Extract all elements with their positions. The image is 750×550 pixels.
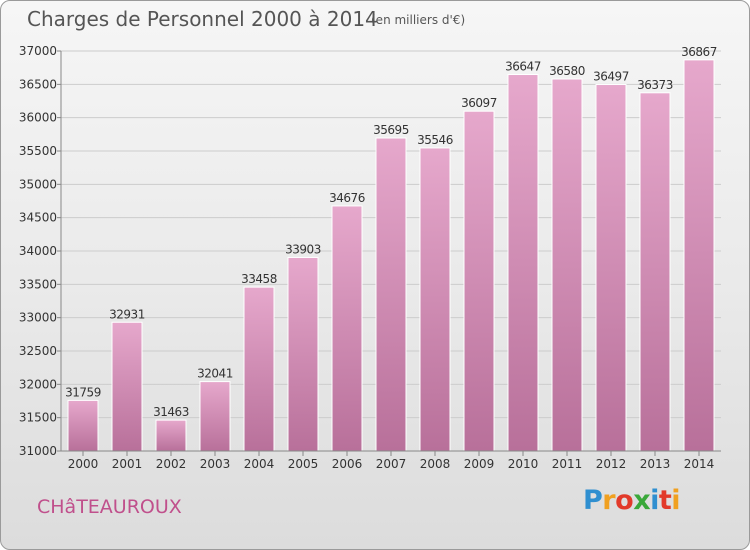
logo-letter: x xyxy=(633,485,651,516)
bar xyxy=(111,321,143,452)
x-tick-label: 2011 xyxy=(552,457,583,471)
x-tick-label: 2005 xyxy=(288,457,319,471)
data-labels: 31759 32931 31463 32041 33458 33903 34676 35695… xyxy=(65,45,717,419)
logo-letter: P xyxy=(583,485,603,516)
data-label: 31759 xyxy=(65,385,101,399)
data-label: 33458 xyxy=(241,272,277,286)
x-tick-label: 2002 xyxy=(156,457,187,471)
x-tick-label: 2003 xyxy=(200,457,231,471)
x-tick-label: 2012 xyxy=(596,457,627,471)
data-label: 36497 xyxy=(593,70,629,84)
bar xyxy=(67,399,99,452)
data-label: 36867 xyxy=(681,45,717,59)
bar xyxy=(463,110,495,452)
x-tick-label: 2014 xyxy=(684,457,715,471)
bar xyxy=(331,205,363,452)
y-tick-label: 33000 xyxy=(19,311,57,325)
data-label: 36097 xyxy=(461,96,497,110)
bar xyxy=(595,84,627,452)
bar xyxy=(419,147,451,452)
data-label: 35695 xyxy=(373,123,409,137)
x-tick-label: 2007 xyxy=(376,457,407,471)
logo-letter: i xyxy=(671,485,681,516)
y-tick-label: 36500 xyxy=(19,77,57,91)
y-tick-label: 33500 xyxy=(19,277,57,291)
data-label: 32041 xyxy=(197,367,233,381)
x-tick-label: 2006 xyxy=(332,457,363,471)
x-axis-ticks: 2000 2001 2002 2003 2004 2005 2006 2007 2008 2009… xyxy=(68,451,715,471)
data-label: 36373 xyxy=(637,78,673,92)
y-tick-label: 36000 xyxy=(19,111,57,125)
y-tick-label: 31000 xyxy=(19,444,57,458)
city-name: CHâTEAUROUX xyxy=(37,496,182,518)
bar xyxy=(639,92,671,452)
data-label: 34676 xyxy=(329,191,365,205)
proxiti-logo: Proxiti xyxy=(583,485,681,516)
logo-letter: t xyxy=(658,485,672,516)
data-label: 36580 xyxy=(549,64,585,78)
data-label: 32931 xyxy=(109,307,145,321)
y-tick-label: 35000 xyxy=(19,177,57,191)
bar xyxy=(199,381,231,452)
bar xyxy=(507,74,539,452)
y-tick-label: 34500 xyxy=(19,211,57,225)
bar xyxy=(375,137,407,452)
x-tick-label: 2009 xyxy=(464,457,495,471)
x-tick-label: 2001 xyxy=(112,457,143,471)
x-tick-label: 2010 xyxy=(508,457,539,471)
y-tick-label: 32000 xyxy=(19,377,57,391)
bar xyxy=(551,78,583,452)
y-tick-label: 32500 xyxy=(19,344,57,358)
logo-letter: o xyxy=(615,485,634,516)
data-label: 31463 xyxy=(153,405,189,419)
x-tick-label: 2004 xyxy=(244,457,275,471)
bar xyxy=(287,256,319,452)
bar xyxy=(683,59,715,452)
y-axis-ticks: 31000 31500 32000 32500 33000 33500 34000 34500… xyxy=(19,44,61,458)
data-label: 33903 xyxy=(285,242,321,256)
y-tick-label: 35500 xyxy=(19,144,57,158)
logo-letter: r xyxy=(602,485,616,516)
logo-letter: i xyxy=(650,485,659,516)
chart-subtitle: (en milliers d'€) xyxy=(371,13,466,27)
bars xyxy=(67,59,715,452)
data-label: 36647 xyxy=(505,60,541,74)
y-tick-label: 34000 xyxy=(19,244,57,258)
y-tick-label: 31500 xyxy=(19,411,57,425)
chart-title: Charges de Personnel 2000 à 2014 xyxy=(27,7,378,31)
bar xyxy=(243,286,275,452)
y-tick-label: 37000 xyxy=(19,44,57,58)
data-label: 35546 xyxy=(417,133,453,147)
x-tick-label: 2013 xyxy=(640,457,671,471)
bar xyxy=(155,419,187,452)
x-tick-label: 2000 xyxy=(68,457,99,471)
x-tick-label: 2008 xyxy=(420,457,451,471)
